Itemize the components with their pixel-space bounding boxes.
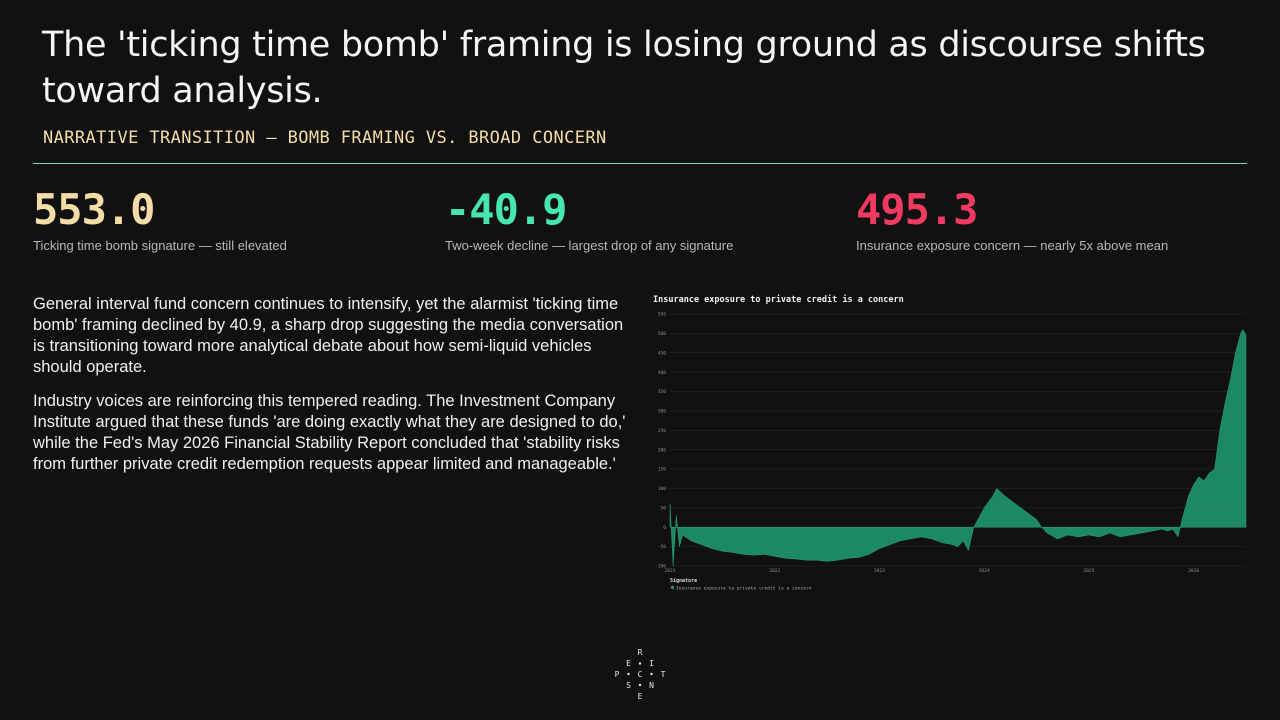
header-divider: [33, 163, 1247, 164]
brand-logo: R E I P C T S N E: [612, 646, 668, 702]
chart-title: Insurance exposure to private credit is …: [653, 294, 904, 305]
x-tick-label: 2023: [874, 568, 885, 574]
y-tick-label: 300: [658, 409, 667, 415]
y-tick-label: 0: [663, 525, 666, 531]
x-tick-label: 2022: [769, 568, 780, 574]
y-tick-label: 500: [658, 331, 667, 337]
x-tick-label: 2024: [979, 568, 990, 574]
y-tick-label: 100: [658, 486, 667, 492]
page-subtitle: NARRATIVE TRANSITION — BOMB FRAMING VS. …: [43, 128, 607, 148]
body-paragraph-1: General interval fund concern continues …: [33, 295, 624, 376]
logo-letter: T: [661, 670, 666, 679]
body-paragraph-2: Industry voices are reinforcing this tem…: [33, 392, 626, 473]
series-area: [669, 328, 1247, 567]
y-tick-label: 150: [658, 467, 667, 473]
y-tick-label: 350: [658, 389, 667, 395]
logo-letter: P: [615, 670, 620, 679]
kpi-value: -40.9: [445, 185, 567, 234]
kpi-two-week-decline: -40.9 Two-week decline — largest drop of…: [445, 185, 825, 254]
y-tick-label: 50: [660, 505, 666, 511]
x-tick-label: 2026: [1188, 568, 1199, 574]
body-text: General interval fund concern continues …: [33, 294, 633, 488]
logo-letter: C: [638, 670, 643, 679]
kpi-label: Insurance exposure concern — nearly 5x a…: [856, 238, 1169, 253]
kpi-value: 495.3: [856, 185, 978, 234]
y-tick-label: 550: [658, 312, 667, 318]
y-tick-label: -100: [655, 564, 666, 570]
chart-panel: Insurance exposure to private credit is …: [648, 290, 1252, 595]
page-title: The 'ticking time bomb' framing is losin…: [42, 25, 1206, 111]
logo-letter: E: [638, 692, 643, 701]
logo-letter: I: [649, 659, 654, 668]
x-tick-label: 2025: [1083, 568, 1094, 574]
legend-title: Signature: [670, 578, 697, 584]
y-tick-label: 250: [658, 428, 667, 434]
y-tick-label: 400: [658, 370, 667, 376]
area-chart: Insurance exposure to private credit is …: [653, 294, 1247, 592]
logo-dots: [627, 662, 653, 687]
y-tick-label: -50: [658, 544, 667, 550]
logo-letter: E: [626, 659, 631, 668]
y-tick-label: 450: [658, 350, 667, 356]
kpi-value: 553.0: [33, 185, 155, 234]
legend-entry: Insurance exposure to private credit is …: [676, 586, 812, 592]
x-tick-label: 2021: [664, 568, 675, 574]
kpi-label: Two-week decline — largest drop of any s…: [445, 238, 734, 253]
kpi-insurance-concern: 495.3 Insurance exposure concern — nearl…: [856, 185, 1236, 254]
kpi-bomb-signature: 553.0 Ticking time bomb signature — stil…: [33, 185, 413, 254]
kpi-label: Ticking time bomb signature — still elev…: [33, 238, 287, 253]
y-tick-label: 200: [658, 447, 667, 453]
logo-letter: R: [638, 648, 643, 657]
logo-letter: N: [649, 681, 654, 690]
legend-swatch: [670, 585, 675, 590]
logo-letter: S: [626, 681, 631, 690]
